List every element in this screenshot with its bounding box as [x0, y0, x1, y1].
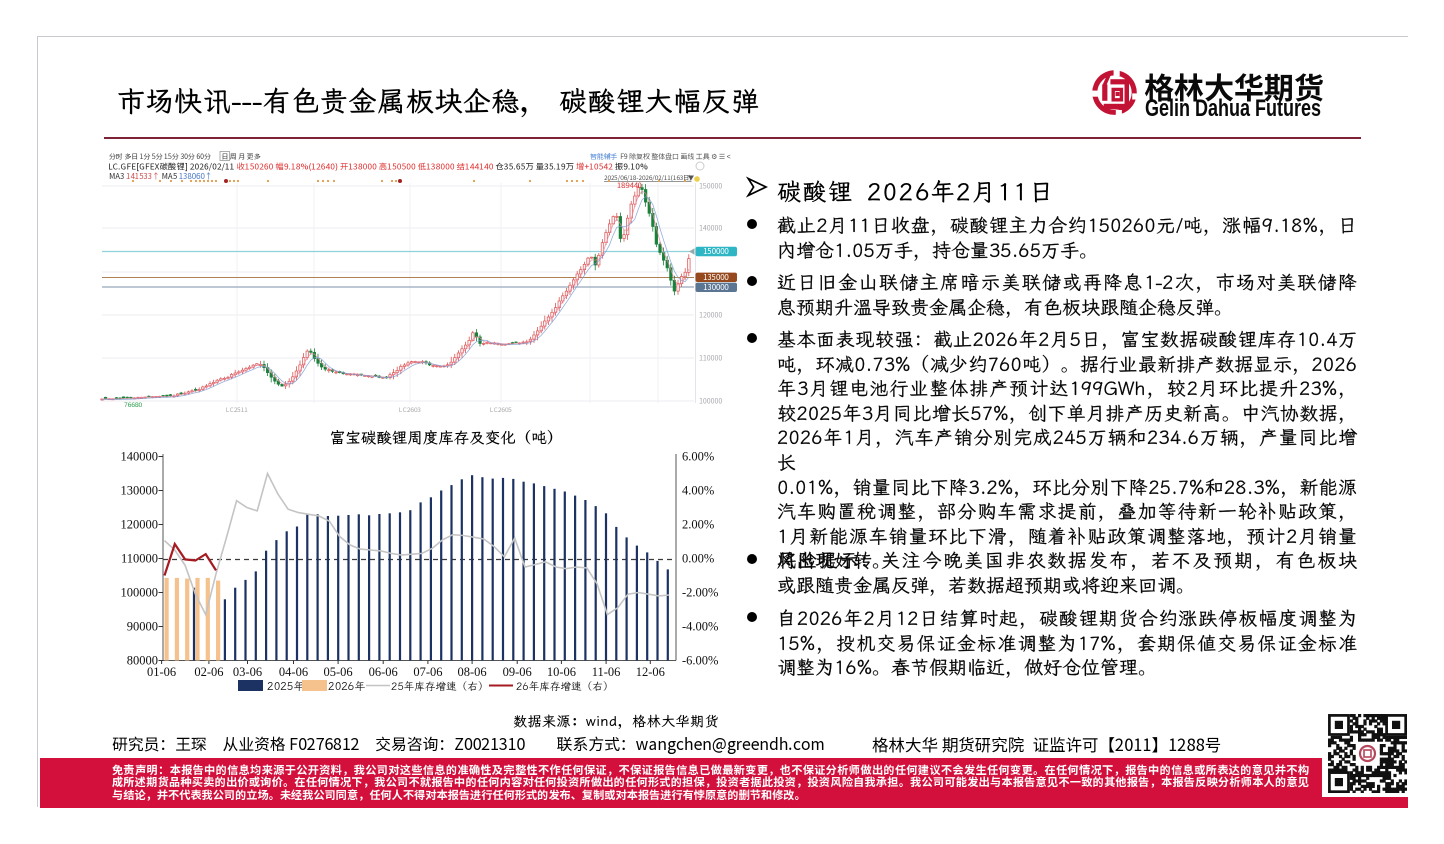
svg-text:LC2511: LC2511	[226, 404, 248, 414]
svg-text:25年库存增速（右）: 25年库存增速（右）	[391, 680, 488, 694]
svg-text:140000: 140000	[699, 224, 722, 234]
svg-text:150000: 150000	[703, 246, 728, 257]
svg-text:03-06: 03-06	[233, 665, 262, 679]
svg-text:110000: 110000	[699, 354, 722, 364]
svg-text:F9 除复权 整体盘口 画线 工具 ⚙ ☰ ˂: F9 除复权 整体盘口 画线 工具 ⚙ ☰ ˂	[620, 151, 731, 161]
svg-text:智能辅手: 智能辅手	[589, 151, 618, 161]
svg-text:01-06: 01-06	[147, 665, 176, 679]
svg-text:富宝碳酸锂周度库存及变化（吨）: 富宝碳酸锂周度库存及变化（吨）	[330, 428, 563, 448]
svg-text:12-06: 12-06	[636, 665, 665, 679]
svg-text:2.00%: 2.00%	[682, 518, 714, 532]
svg-text:06-06: 06-06	[369, 665, 398, 679]
svg-text:90000: 90000	[127, 620, 158, 634]
svg-text:76680: 76680	[124, 399, 142, 409]
svg-text:120000: 120000	[699, 311, 722, 321]
svg-text:120000: 120000	[121, 518, 159, 532]
svg-text:-6.00%: -6.00%	[682, 654, 718, 668]
svg-text:2025年: 2025年	[267, 680, 304, 694]
svg-text:2025/06/18-2026/02/11(163日): 2025/06/18-2026/02/11(163日)	[604, 173, 691, 182]
svg-text:LC.GFE[GFEX碳酸锂] 2026/02/11 收15: LC.GFE[GFEX碳酸锂] 2026/02/11 收150260 幅9.18…	[108, 161, 648, 173]
svg-text:100000: 100000	[699, 397, 722, 407]
svg-text:MA3 141533↑ MA5 138060↑: MA3 141533↑ MA5 138060↑	[109, 171, 213, 182]
svg-text:09-06: 09-06	[503, 665, 532, 679]
svg-text:135000: 135000	[703, 272, 728, 283]
svg-text:80000: 80000	[127, 654, 158, 668]
svg-text:-4.00%: -4.00%	[682, 620, 718, 634]
svg-text:110000: 110000	[121, 552, 158, 566]
svg-text:-2.00%: -2.00%	[682, 586, 718, 600]
svg-text:05-06: 05-06	[324, 665, 353, 679]
svg-text:6.00%: 6.00%	[682, 450, 714, 464]
svg-text:LC2605: LC2605	[490, 404, 512, 414]
svg-text:分时 多日 1分 5分 15分 30分 60分: 分时 多日 1分 5分 15分 30分 60分	[109, 151, 211, 161]
svg-text:130000: 130000	[703, 282, 728, 293]
svg-text:08-06: 08-06	[458, 665, 487, 679]
svg-text:4.00%: 4.00%	[682, 484, 714, 498]
svg-text:100000: 100000	[121, 586, 159, 600]
svg-text:日 周 月 更多: 日 周 月 更多	[222, 151, 261, 161]
svg-text:0.00%: 0.00%	[682, 552, 714, 566]
svg-text:140000: 140000	[121, 450, 159, 464]
svg-text:07-06: 07-06	[413, 665, 442, 679]
svg-text:150000: 150000	[699, 182, 722, 192]
svg-text:26年库存增速（右）: 26年库存增速（右）	[516, 680, 613, 694]
svg-text:130000: 130000	[121, 484, 159, 498]
svg-text:10-06: 10-06	[547, 665, 576, 679]
svg-text:11-06: 11-06	[592, 665, 621, 679]
svg-text:04-06: 04-06	[279, 665, 308, 679]
svg-text:189440: 189440	[617, 180, 642, 191]
svg-text:2026年: 2026年	[328, 680, 365, 694]
svg-text:02-06: 02-06	[194, 665, 223, 679]
svg-text:LC2603: LC2603	[399, 404, 421, 414]
